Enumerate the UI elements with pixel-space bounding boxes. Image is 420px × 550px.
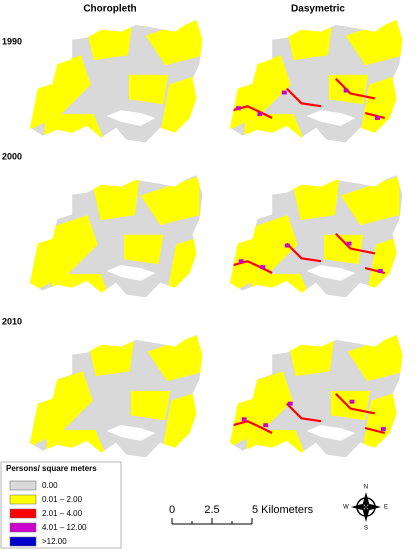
region — [345, 20, 403, 66]
year-label: 2010 — [2, 316, 22, 326]
year-label: 2000 — [2, 151, 22, 161]
map — [229, 175, 403, 298]
map — [29, 175, 203, 298]
density-streak — [232, 260, 273, 274]
map — [29, 335, 203, 458]
region — [244, 114, 304, 139]
region — [324, 234, 364, 265]
legend-box — [0, 461, 122, 549]
legend-swatch — [9, 508, 37, 519]
map-fill — [29, 335, 203, 458]
density-streak — [232, 420, 273, 434]
legend-label: >12.00 — [42, 537, 67, 546]
compass-label: W — [343, 505, 349, 511]
compass-label: N — [364, 485, 368, 491]
lake — [306, 425, 356, 441]
density-streak — [335, 233, 376, 255]
scale-bar: 0 2.5 5 Kilometers — [169, 504, 314, 525]
density-spot — [284, 243, 290, 248]
compass: N S W E — [343, 485, 388, 532]
map — [229, 335, 403, 458]
lake — [306, 265, 356, 281]
region — [90, 175, 140, 221]
density-streak — [286, 87, 322, 108]
compass-label: E — [384, 505, 388, 511]
map-fill — [29, 175, 203, 298]
legend-swatch — [9, 480, 37, 491]
region — [251, 273, 311, 298]
density-spot — [281, 90, 287, 95]
region — [290, 175, 340, 221]
density-spot — [257, 112, 263, 117]
region — [145, 20, 203, 66]
region — [124, 234, 164, 265]
density-streak — [364, 427, 386, 435]
density-spot — [346, 241, 352, 246]
map-fill — [29, 20, 203, 143]
map-fill — [229, 335, 403, 458]
region — [46, 430, 106, 455]
region — [147, 335, 203, 382]
year-label: 1990 — [2, 36, 22, 46]
region — [130, 390, 171, 421]
density-spot — [343, 88, 349, 93]
scale-label: 2.5 — [204, 504, 219, 516]
scale-label: 0 — [169, 504, 175, 516]
column-header: Choropleth — [83, 4, 136, 15]
legend-label: 0.00 — [42, 481, 58, 490]
region — [347, 335, 403, 382]
region — [51, 273, 111, 298]
map — [29, 20, 203, 143]
region — [340, 175, 400, 225]
density-spot — [380, 427, 386, 432]
density-spot — [377, 269, 383, 273]
column-header: Dasymetric — [291, 4, 345, 15]
density-streak — [364, 112, 386, 120]
lake — [106, 110, 156, 126]
region — [328, 74, 369, 105]
legend-swatch — [9, 536, 37, 547]
density-streak — [286, 402, 322, 423]
legend-swatch — [9, 522, 37, 533]
region — [44, 114, 104, 139]
lake — [306, 110, 356, 126]
legend-label: 0.01 – 2.00 — [42, 495, 83, 504]
density-spot — [235, 106, 241, 111]
region — [128, 74, 169, 105]
legend-swatch — [9, 494, 37, 505]
map-fill — [229, 175, 403, 298]
density-spot — [241, 417, 247, 422]
density-spot — [260, 265, 266, 270]
legend-label: 2.01 – 4.00 — [42, 509, 83, 518]
density-streak — [335, 78, 376, 100]
legend-label: 4.01 – 12.00 — [42, 523, 87, 532]
maps — [29, 20, 403, 458]
density-streak — [335, 393, 376, 415]
region — [140, 175, 200, 225]
compass-label: S — [364, 526, 368, 532]
density-spot — [263, 423, 269, 428]
legend-title: Persons/ square meters — [6, 464, 97, 473]
density-streak — [286, 242, 322, 263]
density-spot — [349, 399, 355, 404]
map-fill — [229, 20, 403, 143]
scale-label: 5 Kilometers — [252, 504, 314, 516]
region — [246, 430, 306, 455]
density-spot — [287, 401, 293, 406]
density-spot — [238, 259, 244, 264]
lake — [106, 425, 156, 441]
legend: 0.00 0.01 – 2.00 2.01 – 4.00 4.01 – 12.00 >1… — [9, 480, 87, 547]
map — [229, 20, 403, 143]
density-spot — [375, 116, 380, 120]
lake — [106, 265, 156, 281]
